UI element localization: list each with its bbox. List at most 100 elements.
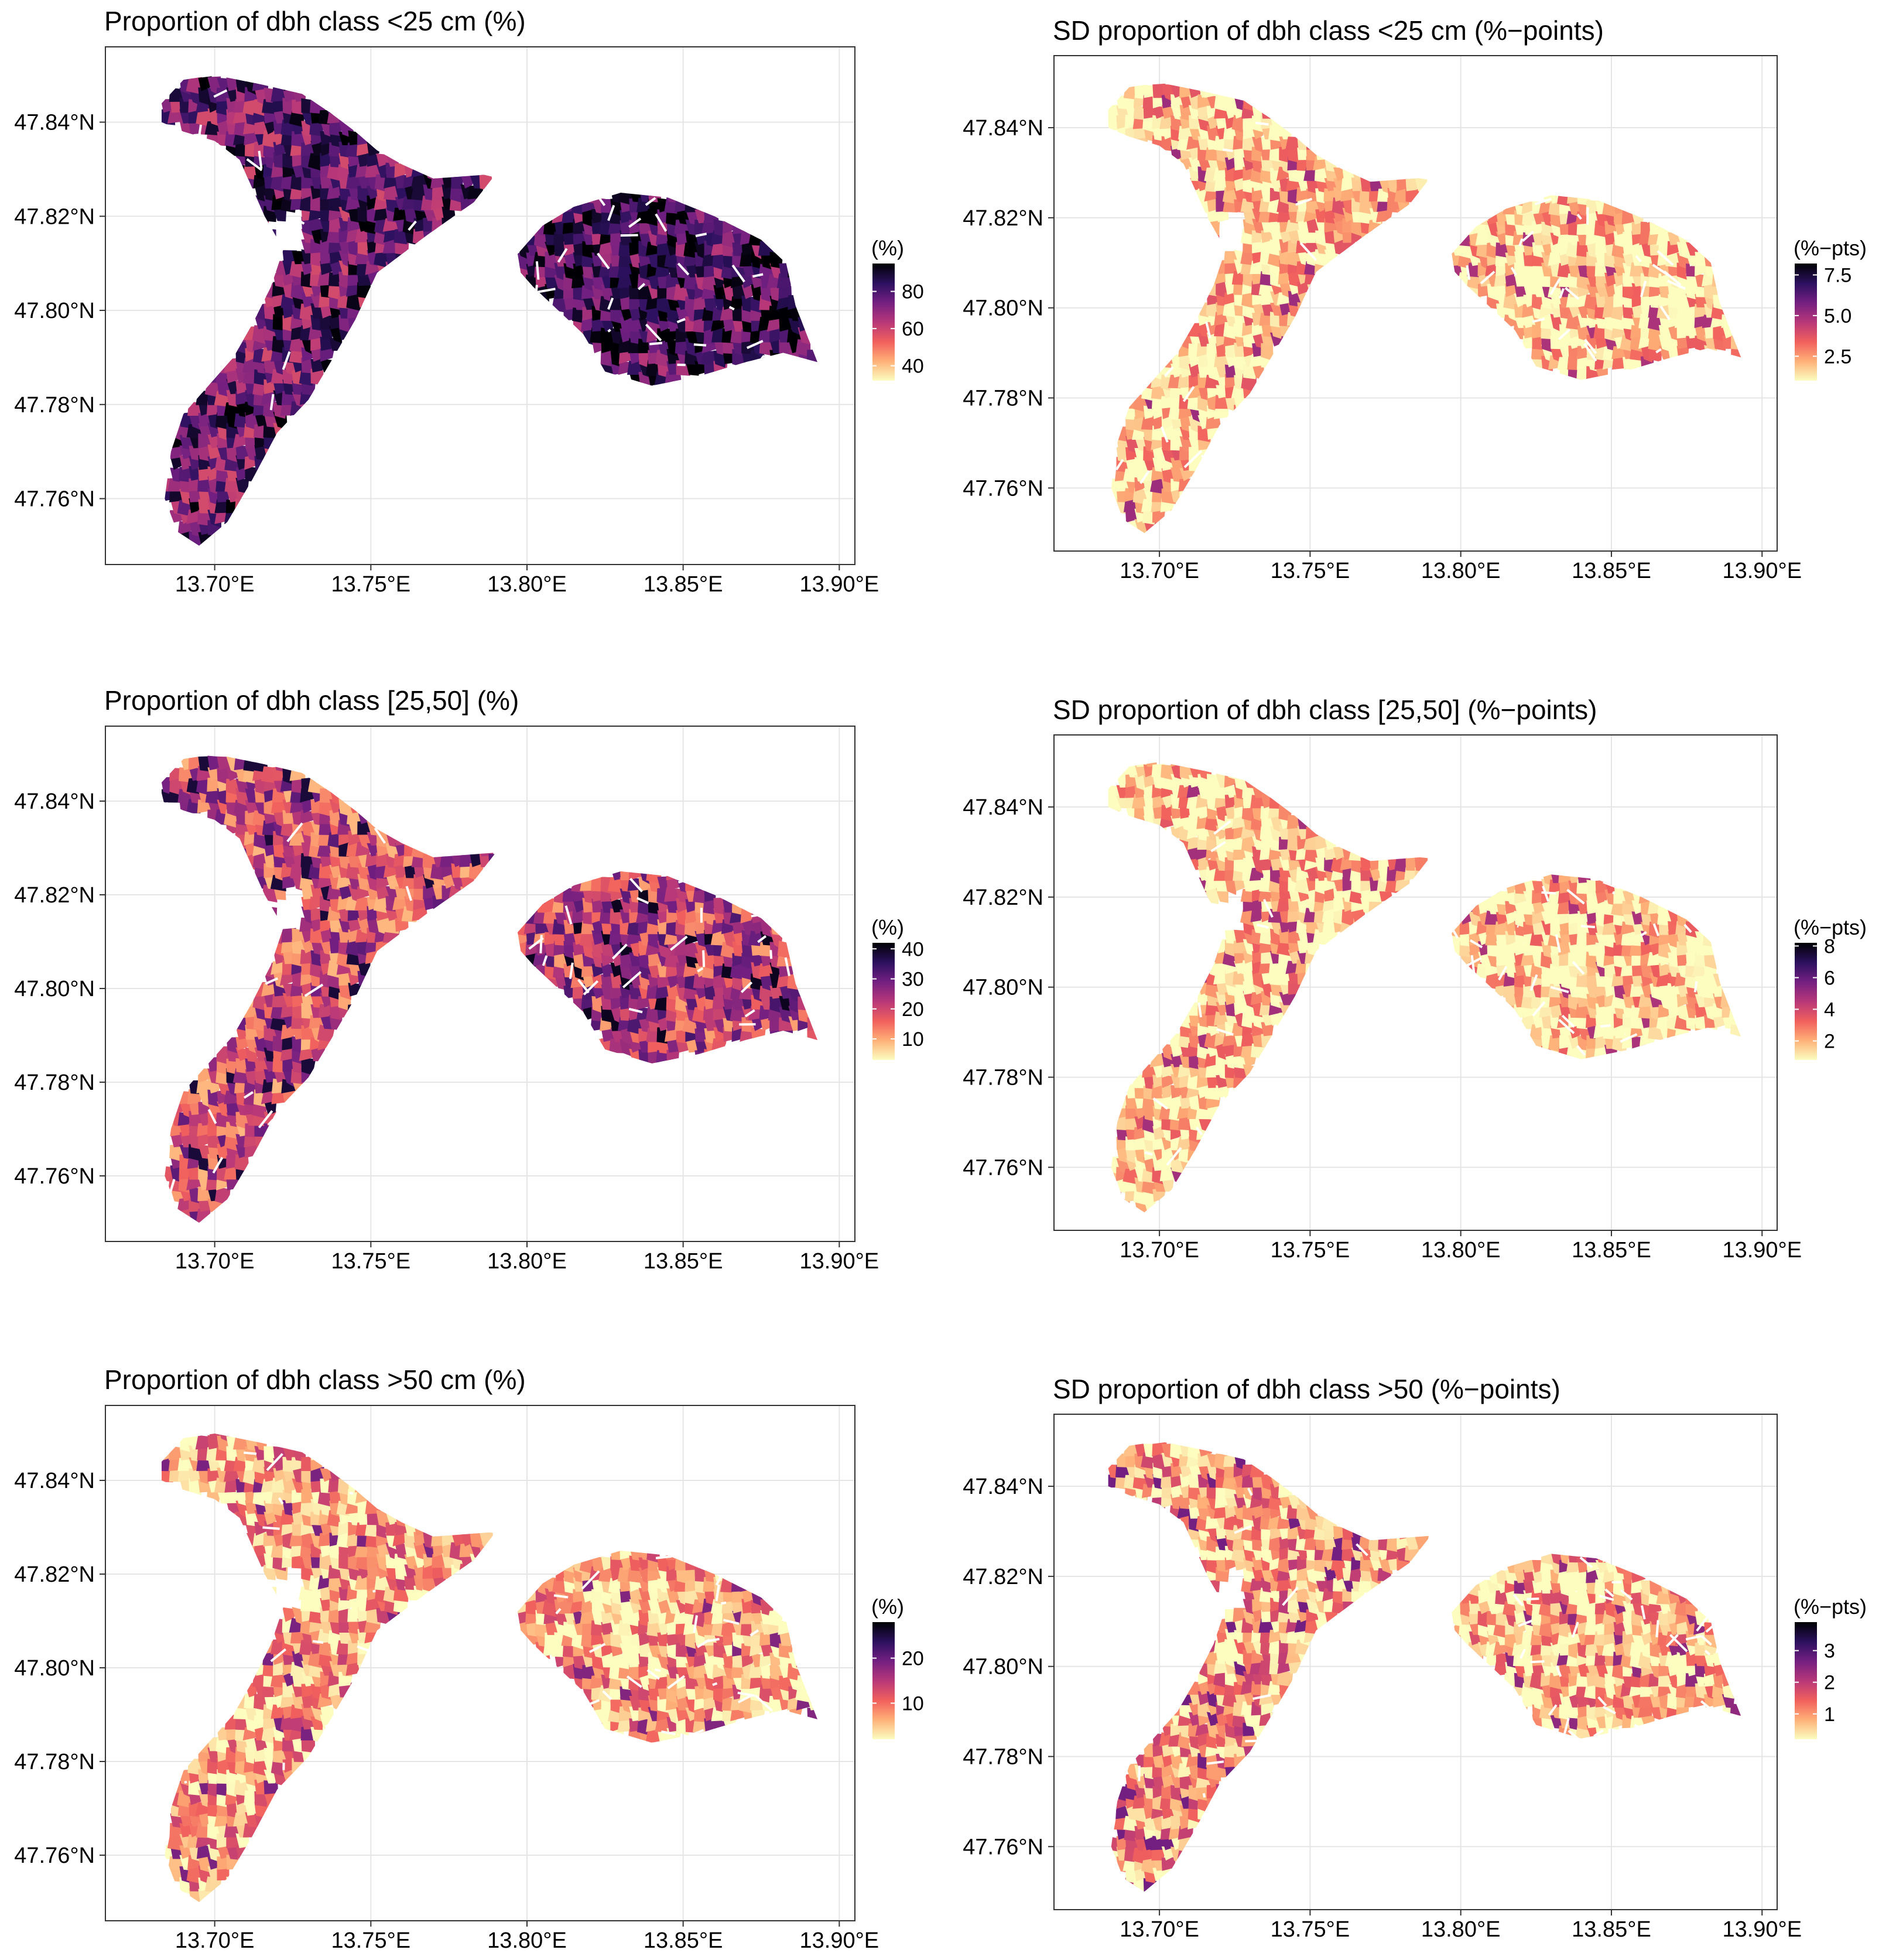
- stand-gap: [638, 283, 646, 290]
- x-tick-label: 13.90°E: [1722, 559, 1802, 583]
- stand-polygon: [376, 852, 389, 867]
- stand-polygon: [1171, 104, 1183, 121]
- stand-polygon: [329, 1004, 342, 1020]
- stand-polygon: [1216, 980, 1228, 995]
- stand-gap: [1657, 250, 1674, 266]
- stand-gap: [258, 1110, 273, 1128]
- stand-polygon: [205, 788, 221, 804]
- stand-polygon: [1125, 457, 1138, 474]
- stand-polygon: [1151, 1084, 1165, 1099]
- stand-gap: [1558, 329, 1571, 340]
- stand-polygon: [627, 360, 644, 375]
- stand-polygon: [1224, 794, 1237, 809]
- stand-gap: [293, 217, 305, 225]
- stand-polygon: [1161, 105, 1175, 119]
- stand-gap: [212, 1157, 224, 1174]
- stand-polygon: [252, 992, 268, 1011]
- stand-gap: [597, 252, 610, 269]
- stand-gap: [784, 957, 790, 976]
- stand-polygon: [263, 424, 277, 439]
- stand-polygon: [207, 767, 220, 781]
- stand-polygon: [310, 336, 323, 351]
- y-tick-label: 47.76°N: [14, 1164, 95, 1189]
- y-tick-label: 47.76°N: [963, 476, 1043, 501]
- stand-polygon: [357, 820, 371, 835]
- stand-polygon: [1213, 406, 1229, 419]
- stand-gap: [731, 264, 745, 283]
- stand-polygon: [338, 983, 351, 1000]
- panel-title: Proportion of dbh class [25,50] (%): [104, 685, 519, 716]
- stand-polygon: [1197, 396, 1210, 413]
- legend-title: (%): [871, 236, 904, 260]
- y-tick-label: 47.80°N: [14, 299, 95, 323]
- y-tick-label: 47.84°N: [963, 116, 1043, 141]
- stand-polygon: [618, 350, 632, 364]
- x-tick-label: 13.90°E: [800, 1249, 879, 1274]
- stand-polygon: [301, 141, 314, 156]
- stand-polygon: [676, 230, 689, 245]
- stand-gap: [1549, 278, 1561, 295]
- stand-gap: [1166, 1147, 1182, 1166]
- stand-polygon: [1523, 911, 1535, 926]
- stand-gap: [744, 1009, 755, 1018]
- stand-polygon: [1279, 847, 1291, 860]
- stand-polygon: [1351, 878, 1363, 894]
- stand-polygon: [1122, 1168, 1139, 1185]
- stand-polygon: [271, 1090, 287, 1104]
- stand-polygon: [1657, 273, 1672, 287]
- legend-colorbar: [872, 264, 895, 381]
- stand-gap: [1256, 923, 1269, 929]
- stand-gap: [1576, 213, 1582, 220]
- stand-polygon: [620, 230, 634, 246]
- stand-gap: [1208, 858, 1211, 860]
- x-tick-label: 13.75°E: [331, 572, 411, 597]
- stand-gap: [246, 158, 263, 172]
- stand-gap: [1160, 426, 1169, 443]
- stand-polygon: [1665, 252, 1680, 268]
- legend-title: (%): [871, 915, 904, 939]
- stand-gap: [1210, 841, 1226, 853]
- stand-gap: [304, 983, 324, 997]
- stand-gap: [677, 262, 690, 276]
- stand-polygon: [320, 347, 335, 362]
- stand-polygon: [451, 173, 464, 189]
- stand-polygon: [373, 897, 389, 914]
- stand-gap: [1666, 279, 1686, 290]
- stand-polygon: [384, 184, 400, 201]
- stand-gap: [1152, 1097, 1169, 1110]
- stand-polygon: [1213, 167, 1228, 181]
- stand-gap: [1640, 281, 1647, 297]
- stand-polygon: [301, 940, 314, 953]
- legend-colorbar: [872, 943, 895, 1060]
- stand-gap: [702, 950, 706, 967]
- stand-polygon: [579, 931, 596, 949]
- stand-gap: [1635, 255, 1642, 263]
- y-tick-label: 47.78°N: [963, 386, 1043, 411]
- stand-gap: [607, 297, 614, 310]
- stand-gap: [645, 323, 662, 341]
- stand-polygon: [1152, 105, 1165, 119]
- stand-gap: [1522, 230, 1534, 242]
- stand-gap: [607, 329, 611, 333]
- stand-polygon: [684, 919, 699, 938]
- stand-gap: [1664, 271, 1682, 286]
- legend-label: 7.5: [1824, 264, 1851, 286]
- stand-gap: [1584, 338, 1597, 354]
- stand-polygon: [1261, 343, 1274, 361]
- stand-polygon: [1179, 1094, 1192, 1109]
- stand-gap: [1163, 366, 1174, 377]
- stand-polygon: [320, 261, 333, 275]
- stand-polygon: [554, 909, 567, 926]
- x-tick-label: 13.80°E: [487, 1249, 567, 1274]
- y-tick-label: 47.80°N: [963, 296, 1043, 321]
- stand-gap: [622, 971, 642, 988]
- stand-polygon: [301, 993, 314, 1007]
- stand-polygon: [301, 798, 314, 813]
- stand-gap: [1222, 148, 1233, 152]
- stand-gap: [1262, 898, 1274, 918]
- stand-gap: [374, 827, 386, 844]
- legend-title: (%−pts): [1794, 236, 1867, 260]
- stand-polygon: [1206, 415, 1221, 430]
- map-panel-p2: SD proportion of dbh class <25 cm (%−poi…: [963, 15, 1867, 583]
